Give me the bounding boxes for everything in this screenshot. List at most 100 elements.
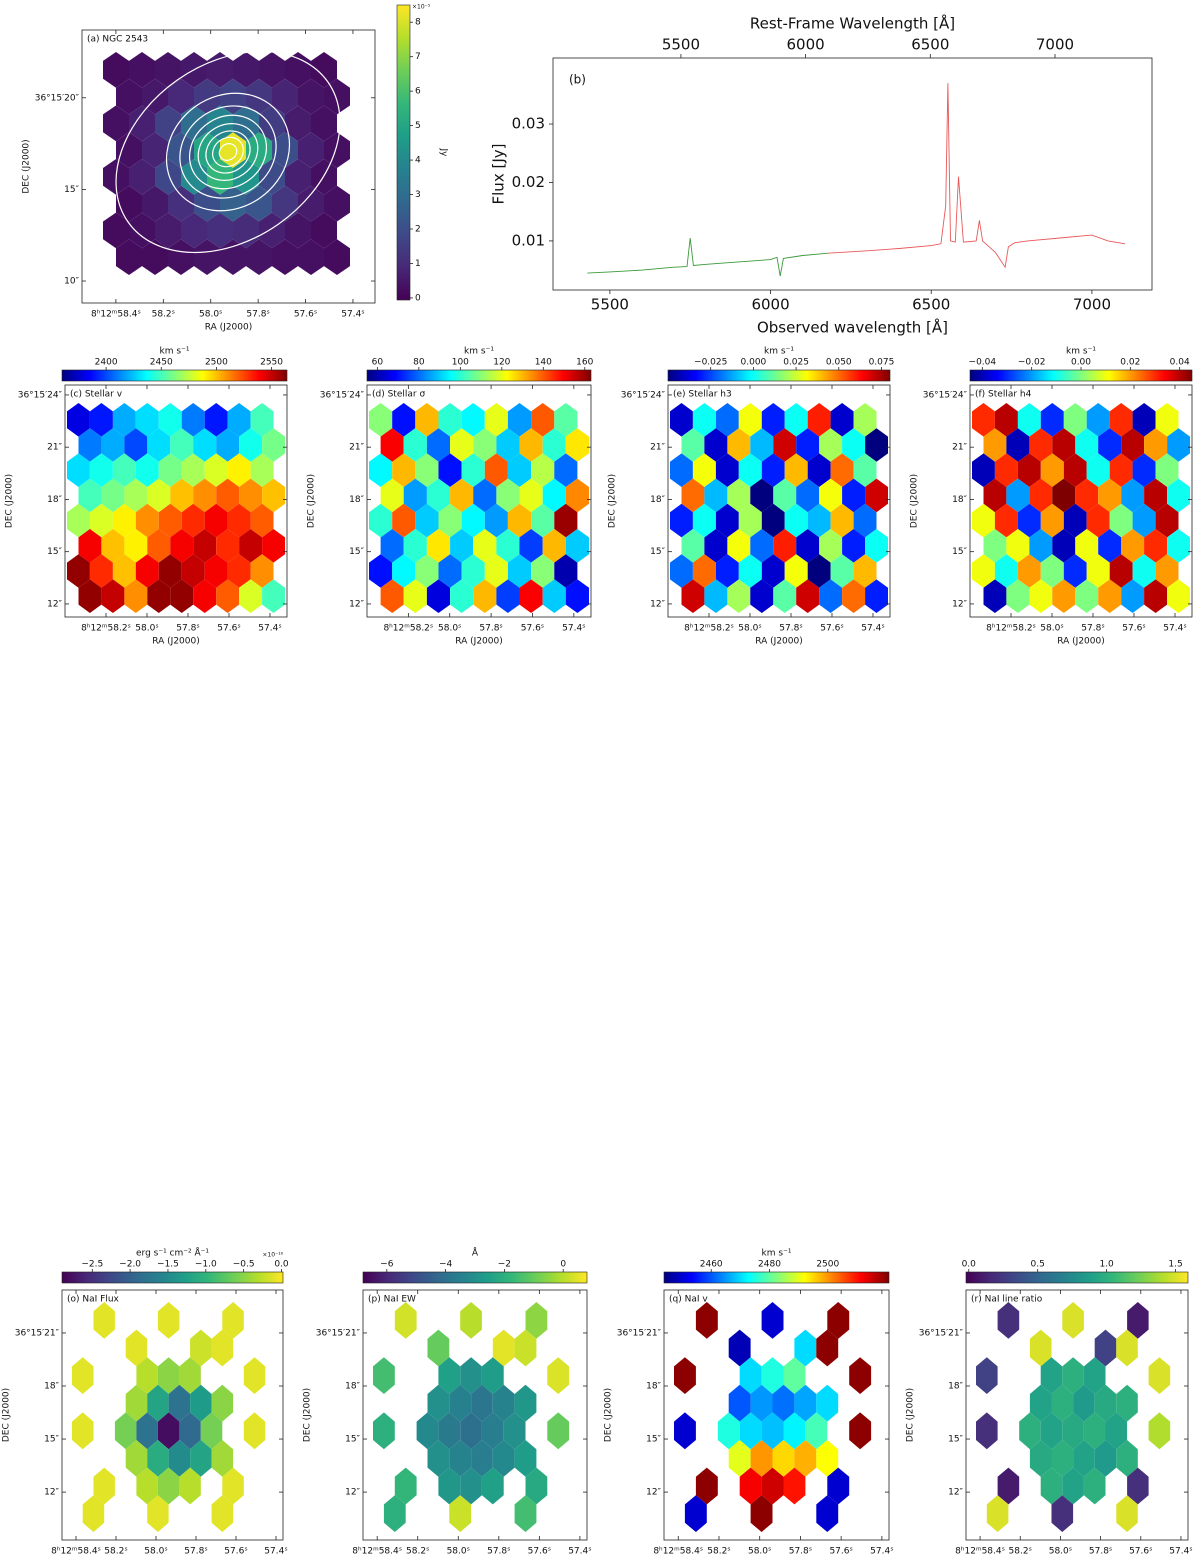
x2-tick-label: 7000 bbox=[1036, 36, 1074, 54]
panel-title: (p) NaI EW bbox=[368, 1295, 416, 1305]
x-tick-label: 57.4ˢ bbox=[562, 624, 585, 634]
hex-cell bbox=[1144, 478, 1168, 513]
axes-frame bbox=[663, 1289, 890, 1541]
hex-cell bbox=[1086, 554, 1110, 588]
hex-cell bbox=[807, 554, 831, 588]
hex-cell bbox=[298, 185, 324, 222]
y-tick-label: 18″ bbox=[646, 1382, 661, 1392]
hex-cell bbox=[496, 428, 520, 462]
hex-cell bbox=[1167, 478, 1190, 513]
hex-cell bbox=[783, 1357, 806, 1394]
hex-cell bbox=[681, 428, 705, 462]
hex-cell bbox=[750, 529, 774, 563]
x-tick-label: 8ʰ12ᵐ58.4ˢ bbox=[91, 310, 141, 320]
hex-cell bbox=[190, 1384, 212, 1422]
hex-cell bbox=[112, 503, 136, 538]
hex-cell bbox=[427, 1384, 450, 1422]
hex-cell bbox=[807, 403, 831, 437]
colorbar-tick-label: 0.025 bbox=[783, 358, 809, 368]
hex-cell bbox=[739, 1412, 762, 1450]
colorbar-tick-label: −0.02 bbox=[1018, 358, 1046, 368]
hex-cell bbox=[547, 1412, 570, 1450]
hex-cell bbox=[124, 579, 148, 613]
hex-cell bbox=[1040, 453, 1064, 487]
hex-cell bbox=[298, 239, 324, 275]
y-tick-label: 36°15′24″ bbox=[621, 390, 666, 400]
hex-cell bbox=[136, 1467, 158, 1505]
hex-cell bbox=[170, 579, 194, 613]
hex-cell bbox=[972, 554, 995, 588]
hex-cell bbox=[1029, 579, 1053, 613]
hex-cell bbox=[129, 159, 155, 195]
hex-cell bbox=[272, 78, 298, 115]
hex-cell bbox=[761, 1302, 784, 1339]
hex-cell bbox=[449, 1440, 472, 1477]
colorbar-tick-label: 0.00 bbox=[1071, 358, 1091, 368]
hex-cell bbox=[227, 503, 251, 538]
contour bbox=[165, 92, 291, 212]
hex-cell bbox=[983, 428, 1007, 462]
x-tick-label: 57.8ˢ bbox=[246, 310, 269, 320]
hex-cell bbox=[67, 403, 90, 437]
hex-cell bbox=[250, 403, 274, 437]
x-tick-label: 58.0ˢ bbox=[738, 624, 761, 634]
hex-cell bbox=[147, 1384, 169, 1422]
hex-cell bbox=[239, 579, 263, 613]
hex-cell bbox=[204, 453, 228, 487]
hex-cell bbox=[285, 105, 311, 142]
hex-cell bbox=[773, 529, 797, 563]
hex-cell bbox=[246, 78, 272, 115]
hex-cell bbox=[842, 529, 866, 563]
hex-cell bbox=[373, 1412, 395, 1450]
hex-cell bbox=[380, 478, 404, 513]
hex-cell bbox=[72, 1357, 94, 1394]
hex-cell bbox=[473, 579, 497, 613]
hex-cell bbox=[272, 185, 298, 222]
x2-axis-label: Rest-Frame Wavelength [Å] bbox=[750, 14, 955, 33]
colorbar-tick-label: 140 bbox=[535, 358, 552, 368]
hex-cell bbox=[471, 1384, 493, 1422]
colorbar bbox=[61, 1271, 284, 1284]
hex-cell bbox=[1062, 1412, 1084, 1450]
colorbar-tick-label: 0 bbox=[415, 293, 421, 303]
x-tick-label: 57.4ˢ bbox=[258, 624, 281, 634]
y-tick-label: 21″ bbox=[349, 443, 364, 453]
hex-cell bbox=[216, 529, 240, 563]
y-axis-label: DEC (J2000) bbox=[5, 474, 15, 528]
hex-cell bbox=[514, 1329, 537, 1367]
hex-cell bbox=[738, 554, 762, 588]
hex-cell bbox=[794, 1440, 817, 1477]
hex-cell bbox=[461, 503, 485, 538]
hex-cell bbox=[853, 554, 877, 588]
hex-cell bbox=[285, 212, 311, 249]
hex-cell bbox=[1086, 503, 1110, 538]
hex-cell bbox=[1121, 478, 1145, 513]
y-tick-label: 0.03 bbox=[512, 115, 545, 133]
colorbar-tick-label: 0.0 bbox=[274, 1260, 289, 1270]
hex-cell bbox=[492, 1440, 515, 1477]
hex-cell bbox=[972, 403, 995, 437]
y-tick-label: 21″ bbox=[952, 443, 967, 453]
hex-cell bbox=[147, 428, 171, 462]
hex-cell bbox=[78, 579, 102, 613]
hex-cell bbox=[670, 403, 693, 437]
hex-cell bbox=[1051, 1495, 1074, 1532]
hex-cell bbox=[157, 1412, 180, 1450]
hex-cell bbox=[531, 503, 555, 538]
hex-cell bbox=[89, 453, 113, 487]
hex-cell bbox=[1116, 1440, 1138, 1477]
hex-cell bbox=[204, 403, 228, 437]
hex-cell bbox=[807, 453, 831, 487]
hex-cell bbox=[715, 403, 739, 437]
hex-cell bbox=[1062, 1467, 1084, 1505]
colorbar-label: km s⁻¹ bbox=[764, 347, 794, 357]
hex-cell bbox=[250, 503, 274, 538]
hex-cell bbox=[157, 1302, 180, 1339]
hex-cell bbox=[542, 529, 566, 563]
hex-cell bbox=[692, 503, 716, 538]
x-tick-label: 8ʰ12ᵐ58.4ˢ bbox=[955, 1547, 1005, 1554]
hex-cell bbox=[262, 579, 285, 613]
x-tick-label: 57.8ˢ bbox=[184, 1547, 207, 1554]
hex-cell bbox=[158, 503, 182, 538]
hex-cell bbox=[1051, 1384, 1074, 1422]
